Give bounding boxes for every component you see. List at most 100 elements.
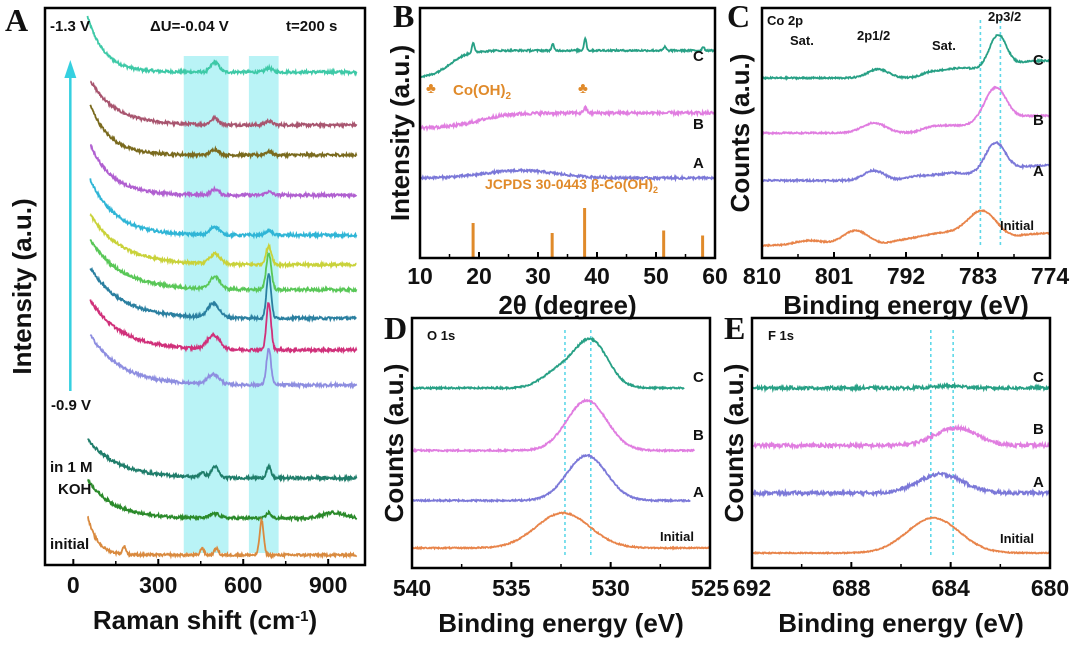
series-line-a-2 xyxy=(89,104,358,160)
x-tick-label: 0 xyxy=(67,572,80,598)
series-line-e-1 xyxy=(751,423,1051,451)
x-axis-title: Binding energy (eV) xyxy=(778,608,1024,638)
series-line-c-0 xyxy=(761,33,1051,81)
series-line-a-3 xyxy=(89,143,358,201)
annotation-initial: initial xyxy=(50,536,90,553)
series-label-b-a: A xyxy=(693,155,704,172)
series-line-a-11 xyxy=(87,478,358,523)
x-tick-label: 792 xyxy=(887,263,925,289)
series-line-a-7 xyxy=(89,266,357,323)
marker-symbol-38: ♣ xyxy=(578,80,588,97)
annotation-electrolyte-line1: in 1 M xyxy=(50,459,93,476)
highlight-band xyxy=(248,56,279,553)
series-label-d-a: A xyxy=(693,484,704,501)
series-line-d-1 xyxy=(412,398,695,454)
y-axis-title: Intensity (a.u.) xyxy=(385,45,415,221)
series-label-b-b: B xyxy=(693,116,704,133)
panel-letter-a: A xyxy=(5,2,29,38)
series-label-e-c: C xyxy=(1033,369,1044,386)
series-line-a-10 xyxy=(87,438,358,483)
x-tick-label: 20 xyxy=(466,263,492,289)
annotation-cooh2-text: Co(OH) xyxy=(453,82,506,99)
x-tick-label: 535 xyxy=(492,575,531,601)
x-tick-label: 540 xyxy=(393,575,431,601)
x-tick-label: 688 xyxy=(832,575,871,601)
series-label-c-a: A xyxy=(1033,163,1044,180)
series-line-a-12 xyxy=(87,515,358,560)
panel-letter-e: E xyxy=(724,310,746,346)
x-tick-label: 774 xyxy=(1031,263,1070,289)
series-line-b-1 xyxy=(419,104,716,133)
annotation-jcpds-sub: 2 xyxy=(653,184,659,195)
annotation-sat-2: Sat. xyxy=(932,38,956,53)
series-line-c-1 xyxy=(761,85,1051,136)
highlight-band xyxy=(183,56,229,553)
x-tick-label: 900 xyxy=(309,572,347,598)
panel-a: 0 300 600 900 Raman shift (cm-1) Intensity (a… xyxy=(7,6,367,635)
x-tick-label: 40 xyxy=(584,263,610,289)
annotation-2p12: 2p1/2 xyxy=(857,28,891,43)
series-line-a-5 xyxy=(89,213,357,270)
annotation-jcpds-text: JCPDS 30-0443 β-Co(OH) xyxy=(485,176,654,192)
annotation-sat-1: Sat. xyxy=(790,33,814,48)
series-label-c-b: B xyxy=(1033,112,1044,129)
series-label-e-initial: Initial xyxy=(1000,531,1034,546)
x-tick-label: 525 xyxy=(691,575,730,601)
series-line-e-0 xyxy=(751,381,1051,393)
annotation-electrolyte-line2: KOH xyxy=(58,481,92,498)
series-label-c-initial: Initial xyxy=(1000,218,1034,233)
x-axis-title: 2θ (degree) xyxy=(498,290,636,320)
annotation-top-potential: -1.3 V xyxy=(50,18,91,35)
series-line-e-2 xyxy=(751,470,1051,498)
panel-d: 540 535 530 525 Binding energy (eV) Counts (a… xyxy=(379,316,730,638)
x-tick-label: 300 xyxy=(139,572,177,598)
plot-frame xyxy=(418,6,717,260)
annotation-potential-step: ΔU=-0.04 V xyxy=(150,18,229,35)
plot-frame xyxy=(43,6,367,567)
y-axis-title: Counts (a.u.) xyxy=(725,54,755,213)
series-label-d-b: B xyxy=(693,427,704,444)
series-line-c-3 xyxy=(761,209,1051,248)
annotation-cooh2-sub: 2 xyxy=(505,91,512,102)
y-axis-title: Counts (a.u.) xyxy=(719,364,749,523)
x-tick-label: 50 xyxy=(643,263,669,289)
x-axis-title: Raman shift (cm-1) xyxy=(93,605,317,635)
x-axis-title-end: ) xyxy=(308,605,317,635)
x-axis-title: Binding energy (eV) xyxy=(783,290,1029,320)
x-tick-label: 680 xyxy=(1031,575,1069,601)
x-tick-label: 10 xyxy=(407,263,433,289)
series-line-d-0 xyxy=(411,336,685,391)
x-tick-label: 810 xyxy=(743,263,781,289)
series-label-d-initial: Initial xyxy=(660,529,694,544)
x-tick-label: 60 xyxy=(702,263,728,289)
series-label-c-c: C xyxy=(1033,52,1044,69)
x-tick-label: 783 xyxy=(959,263,997,289)
annotation-time: t=200 s xyxy=(286,18,338,35)
series-label-b-c: C xyxy=(693,48,704,65)
x-axis-title-superscript: -1 xyxy=(295,608,308,625)
series-line-d-3 xyxy=(411,511,711,551)
series-line-a-0 xyxy=(86,15,358,77)
annotation-start-potential: -0.9 V xyxy=(51,397,92,414)
series-line-b-2 xyxy=(419,167,716,183)
panel-letter-d: D xyxy=(384,310,408,346)
x-tick-label: 692 xyxy=(733,575,771,601)
y-axis-title: Counts (a.u.) xyxy=(379,364,409,523)
series-line-a-1 xyxy=(90,80,358,130)
panel-letter-c: C xyxy=(727,0,751,34)
annotation-co2p: Co 2p xyxy=(767,13,804,28)
panel-letter-b: B xyxy=(393,0,415,34)
series-line-d-2 xyxy=(411,453,691,504)
series-label-e-a: A xyxy=(1033,474,1044,491)
annotation-cooh2: Co(OH)2 xyxy=(453,82,511,102)
annotation-f1s: F 1s xyxy=(768,328,795,343)
panel-e: 692 688 684 680 Binding energy (eV) Counts (a… xyxy=(719,316,1069,638)
series-line-a-4 xyxy=(89,178,358,241)
annotation-o1s: O 1s xyxy=(427,328,456,343)
series-label-d-c: C xyxy=(693,369,704,386)
x-tick-label: 801 xyxy=(815,263,854,289)
series-line-a-8 xyxy=(89,299,358,355)
series-line-a-9 xyxy=(89,333,358,390)
